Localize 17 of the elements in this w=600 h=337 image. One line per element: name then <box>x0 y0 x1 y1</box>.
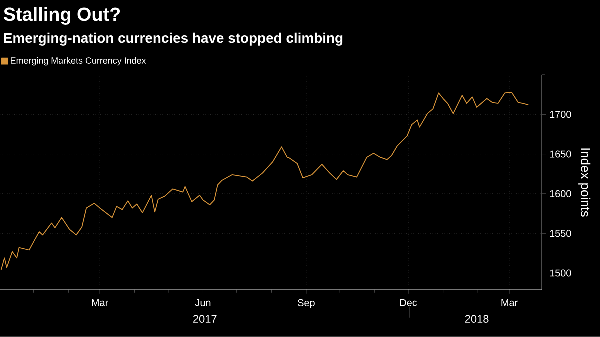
y-tick-label: 1650 <box>550 150 572 158</box>
legend-label: Emerging Markets Currency Index <box>11 57 146 66</box>
text: 2017 <box>194 315 217 324</box>
line-series <box>0 92 530 271</box>
y-tick-label: 1500 <box>550 270 572 277</box>
y-axis-title: Index points <box>578 148 591 217</box>
x-tick-label: Mar <box>92 299 108 306</box>
x-tick-label: Dec <box>400 299 418 306</box>
x-tick-label: Jun <box>195 299 211 306</box>
y-tick-label: 1550 <box>550 230 572 238</box>
x-tick-label: Sep <box>298 299 315 308</box>
chart-title: Stalling Out? <box>4 7 120 26</box>
x-tick-label: Mar <box>502 299 518 306</box>
text: 2018 <box>465 315 489 324</box>
chart-subtitle: Emerging-nation currencies have stopped climbing <box>4 32 343 46</box>
y-tick-label: 1600 <box>550 190 572 198</box>
y-tick-label: 1700 <box>550 111 572 118</box>
